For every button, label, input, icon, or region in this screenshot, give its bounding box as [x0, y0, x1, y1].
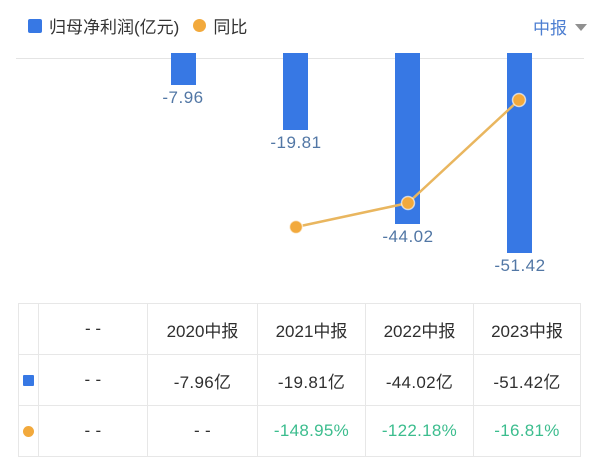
period-selector-label: 中报: [533, 19, 567, 38]
profit-2023-cell: -51.42亿: [474, 355, 581, 406]
bar-2021[interactable]: [283, 53, 308, 130]
line-series-icon: [23, 425, 34, 437]
table-row-yoy-icon-cell: [19, 406, 39, 457]
table-header-2020: 2020中报: [148, 304, 258, 355]
bar-value-label-2021: -19.81: [270, 133, 322, 152]
legend-item-yoy[interactable]: 同比: [187, 13, 247, 38]
chart-legend: 归母净利润(亿元) 同比: [28, 13, 247, 38]
bar-series-swatch-icon: [28, 18, 42, 33]
table-corner-cell: [19, 304, 39, 355]
bar-2020[interactable]: [171, 53, 196, 85]
table-header-2023: 2023中报: [474, 304, 581, 355]
table-row-profit-icon-cell: [19, 355, 39, 406]
chevron-down-icon: [575, 24, 587, 31]
table-header-name: - -: [39, 304, 148, 355]
profit-2020-cell: -7.96亿: [148, 355, 258, 406]
legend-line-label: 同比: [213, 18, 248, 37]
yoy-name-cell: - -: [39, 406, 148, 457]
profit-2021-cell: -19.81亿: [258, 355, 366, 406]
bar-2023[interactable]: [507, 53, 532, 253]
period-selector[interactable]: 中报: [533, 14, 587, 39]
yoy-point-2022[interactable]: [400, 195, 416, 211]
yoy-2020-cell: - -: [148, 406, 258, 457]
yoy-2021-cell: -148.95%: [258, 406, 366, 457]
yoy-point-2023[interactable]: [511, 92, 527, 108]
legend-item-net-profit[interactable]: 归母净利润(亿元): [28, 13, 179, 38]
bar-value-label-2020: -7.96: [162, 88, 204, 107]
line-series-swatch-icon: [193, 19, 207, 32]
bar-series-icon: [23, 374, 34, 386]
legend-bar-label: 归母净利润(亿元): [49, 18, 180, 37]
yoy-2023-cell: -16.81%: [474, 406, 581, 457]
bar-value-label-2023: -51.42: [494, 256, 546, 275]
period-data-table: - - 2020中报 2021中报 2022中报 2023中报 - - -7.9…: [18, 303, 581, 457]
table-header-2022: 2022中报: [366, 304, 474, 355]
table-header-2021: 2021中报: [258, 304, 366, 355]
yoy-point-2021[interactable]: [288, 219, 304, 235]
profit-name-cell: - -: [39, 355, 148, 406]
yoy-2022-cell: -122.18%: [366, 406, 474, 457]
bar-value-label-2022: -44.02: [382, 227, 434, 246]
profit-2022-cell: -44.02亿: [366, 355, 474, 406]
